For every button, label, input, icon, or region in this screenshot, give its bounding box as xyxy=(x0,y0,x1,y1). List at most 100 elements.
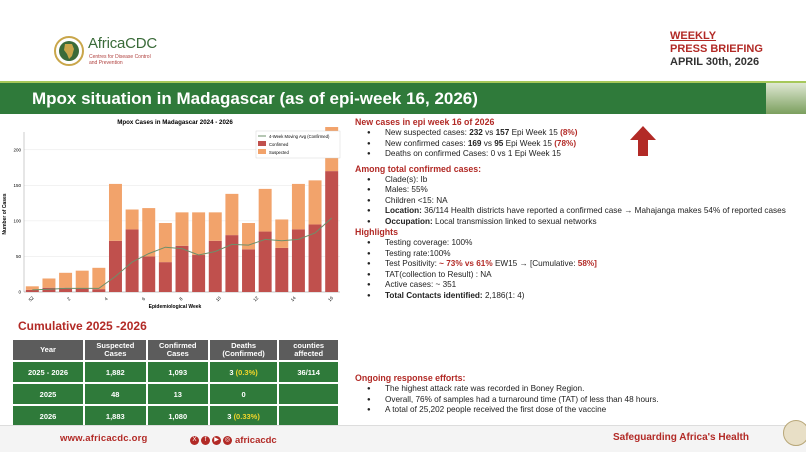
chart-x-tick-label: 14 xyxy=(290,295,297,302)
list-item: New suspected cases: 232 vs 157 Epi Week… xyxy=(367,128,795,139)
chart-bar-confirmed xyxy=(175,245,189,292)
x-twitter-icon[interactable]: X xyxy=(190,436,199,446)
cell-year: 2026 xyxy=(13,406,83,426)
chart-y-tick-label: 100 xyxy=(13,218,21,223)
cell-suspected: 48 xyxy=(85,384,146,404)
list-item: TAT(collection to Result) : NA xyxy=(367,270,795,281)
chart-legend-label: 4-Week Moving Avg (Confirmed) xyxy=(269,134,330,139)
chart-bar-suspected xyxy=(175,212,189,246)
chart-bar-suspected xyxy=(258,188,272,232)
confirmed-epi-week: Epi Week 15 xyxy=(505,138,552,148)
website-link[interactable]: www.africacdc.org xyxy=(60,433,148,444)
instagram-icon[interactable]: ◎ xyxy=(223,436,232,446)
list-item: Testing coverage: 100% xyxy=(367,238,795,249)
chart-moving-average-line xyxy=(32,217,333,291)
situation-text: New cases in epi week 16 of 2026 New sus… xyxy=(355,117,795,301)
cell-year: 2025 - 2026 xyxy=(13,362,83,382)
chart-bar-suspected xyxy=(275,219,289,248)
chart-bar-suspected xyxy=(59,272,73,288)
title-banner: Mpox situation in Madagascar (as of epi-… xyxy=(0,81,806,114)
deaths-pct: (0.3%) xyxy=(235,367,258,377)
new-cases-list: New suspected cases: 232 vs 157 Epi Week… xyxy=(367,128,795,160)
chart-y-tick-label: 150 xyxy=(13,183,21,188)
suspected-previous: 157 xyxy=(495,128,510,137)
highlights-list: Testing coverage: 100% Testing rate:100%… xyxy=(367,238,795,301)
chart-bar-suspected xyxy=(208,212,222,241)
chart-bar-suspected xyxy=(125,209,139,230)
cell-confirmed: 1,093 xyxy=(147,362,208,382)
chart-bar-suspected xyxy=(291,183,305,230)
chart-bar-suspected xyxy=(108,183,122,241)
chart-legend-box xyxy=(255,130,341,159)
chart-bar-suspected xyxy=(192,212,206,256)
occupation-text: Local transmission linked to sexual netw… xyxy=(435,216,597,226)
cell-deaths: 3 (0.3%) xyxy=(209,362,278,382)
cell-counties xyxy=(279,406,338,426)
col-header-deaths: Deaths (Confirmed) xyxy=(209,340,278,360)
social-handle[interactable]: africacdc xyxy=(235,435,277,447)
table-row: 2025 48 13 0 xyxy=(13,384,338,404)
facebook-icon[interactable]: f xyxy=(201,436,210,446)
africa-cdc-logo: AfricaCDC Centres for Disease Control an… xyxy=(52,33,202,69)
chart-bar-confirmed xyxy=(258,231,272,292)
chart-bar-confirmed xyxy=(75,288,89,292)
chart-bar-confirmed xyxy=(192,255,206,292)
col-header-counties: counties affected xyxy=(279,340,338,360)
col-header-year: Year xyxy=(13,340,83,360)
cell-counties xyxy=(279,384,338,404)
deaths-count: 3 xyxy=(229,367,234,377)
suspected-label: New suspected cases: xyxy=(385,128,467,137)
chart-bar-suspected xyxy=(158,223,172,263)
chart-svg: Mpox Cases in Madagascar 2024 - 2026 Num… xyxy=(0,118,343,314)
list-item: Clade(s): Ib xyxy=(367,175,795,186)
list-item: A total of 25,202 people received the fi… xyxy=(367,405,785,416)
weekly-briefing-label: WEEKLY PRESS BRIEFING APRIL 30th, 2026 xyxy=(670,30,770,69)
briefing-date: APRIL 30th, 2026 xyxy=(670,56,760,68)
confirmed-vs: vs xyxy=(483,138,492,148)
chart-bar-confirmed xyxy=(275,247,289,292)
brand-subtitle-1: Centres for Disease Control xyxy=(89,54,151,60)
list-item: Location: 36/114 Health districts have r… xyxy=(367,206,795,217)
list-item: Males: 55% xyxy=(367,185,795,196)
youtube-icon[interactable]: ▶ xyxy=(212,436,221,446)
brand-name: AfricaCDC xyxy=(88,35,158,52)
list-item: Total Contacts identified: 2,186(1: 4) xyxy=(367,291,795,302)
cumulative-title: Cumulative 2025 -2026 xyxy=(18,319,147,333)
chart-bar-confirmed xyxy=(59,287,73,292)
chart-bar-confirmed xyxy=(108,240,122,292)
location-text: 36/114 Health districts have reported a … xyxy=(424,206,786,215)
highlights-heading: Highlights xyxy=(355,227,399,237)
cell-deaths: 0 xyxy=(209,384,278,404)
cell-confirmed: 13 xyxy=(147,384,208,404)
chart-y-tick-label: 0 xyxy=(18,290,21,295)
chart-legend-swatch-suspected xyxy=(258,149,266,154)
chart-bar-confirmed xyxy=(208,240,222,292)
deaths-pct: (0.33%) xyxy=(233,411,260,421)
confirmed-label: New confirmed cases: xyxy=(385,138,466,148)
cell-counties: 36/114 xyxy=(279,362,338,382)
increase-arrow-icon xyxy=(630,126,656,156)
positivity-label: Test Positivity: xyxy=(385,259,437,268)
confirmed-current: 169 xyxy=(467,138,482,148)
table-row: 2025 - 2026 1,882 1,093 3 (0.3%) 36/114 xyxy=(13,362,338,382)
chart-x-tick-label: 6 xyxy=(141,296,147,302)
list-item: Active cases: ~ 351 xyxy=(367,280,795,291)
chart-bar-confirmed xyxy=(158,262,172,292)
chart-legend-swatch-confirmed xyxy=(258,141,266,146)
suspected-vs: vs xyxy=(485,128,494,137)
suspected-epi-week: Epi Week 15 xyxy=(511,128,558,137)
ongoing-list: The highest attack rate was recorded in … xyxy=(367,384,785,416)
positivity-value: ~ 73% vs 61% xyxy=(439,259,493,268)
chart-bar-suspected xyxy=(75,270,89,289)
page-title: Mpox situation in Madagascar (as of epi-… xyxy=(32,89,478,108)
chart-bar-confirmed xyxy=(42,287,56,292)
weekly-label: WEEKLY xyxy=(670,30,717,42)
chart-bar-confirmed xyxy=(125,229,139,292)
chart-bar-confirmed xyxy=(308,224,322,292)
chart-bar-confirmed xyxy=(242,249,256,292)
cell-suspected: 1,883 xyxy=(85,406,146,426)
list-item: Occupation: Local transmission linked to… xyxy=(367,217,795,228)
chart-bar-confirmed xyxy=(25,289,39,292)
mpox-cases-chart: Mpox Cases in Madagascar 2024 - 2026 Num… xyxy=(0,118,343,314)
